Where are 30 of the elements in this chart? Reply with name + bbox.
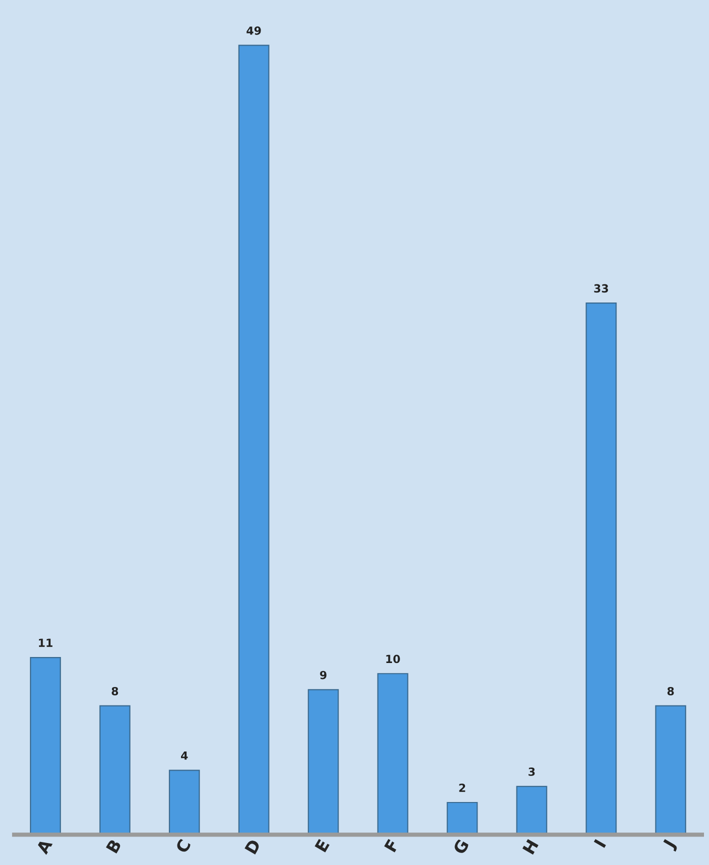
x-tick-label: D <box>244 838 261 854</box>
data-label: 11 <box>38 638 52 647</box>
x-tick-label: J <box>662 839 678 852</box>
data-label: 9 <box>320 670 326 680</box>
data-label: 4 <box>181 752 188 760</box>
bar <box>99 705 130 835</box>
bar <box>655 705 686 835</box>
x-tick-label: F <box>384 838 399 852</box>
data-label: 10 <box>386 654 400 664</box>
data-label: 33 <box>594 284 608 293</box>
data-label: 8 <box>112 686 118 696</box>
x-tick-label: H <box>522 839 538 855</box>
x-tick-label: C <box>175 838 192 854</box>
bar <box>377 673 408 835</box>
bar <box>586 302 617 835</box>
x-tick-label: E <box>314 838 330 852</box>
bar <box>516 786 548 835</box>
data-label: 2 <box>459 784 466 792</box>
bar <box>238 44 270 835</box>
x-tick-label: B <box>106 838 122 854</box>
bar <box>308 689 339 835</box>
data-label: 8 <box>667 686 674 696</box>
bar <box>30 656 61 835</box>
x-tick-label: A <box>36 838 53 855</box>
x-tick-label: G <box>452 838 470 856</box>
data-label: 3 <box>528 768 535 776</box>
bar <box>168 770 200 835</box>
data-label: 49 <box>246 26 261 35</box>
bar <box>446 802 478 835</box>
x-tick-label: I <box>594 839 606 848</box>
